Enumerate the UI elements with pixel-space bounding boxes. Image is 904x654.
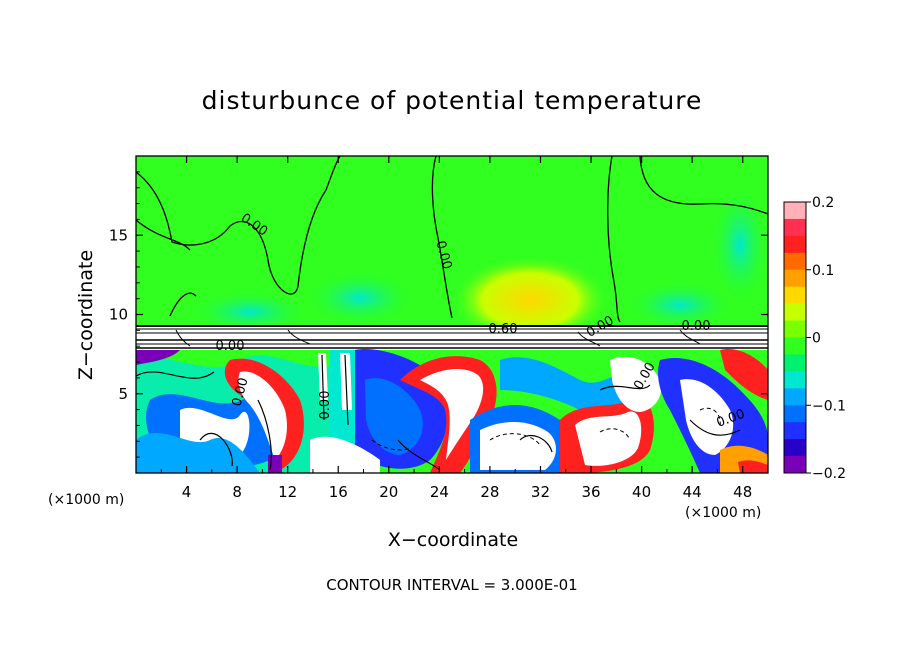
cool-anomaly xyxy=(710,185,768,305)
x-tick-label: 28 xyxy=(480,483,499,501)
x-tick-label: 4 xyxy=(182,483,192,501)
contour-label: 0.00 xyxy=(318,391,333,420)
colorbar-swatch xyxy=(784,252,806,271)
x-tick-label: 24 xyxy=(430,483,449,501)
x-axis-label: X−coordinate xyxy=(388,529,518,551)
colorbar-tick-label: 0.1 xyxy=(812,263,834,279)
colorbar-swatch xyxy=(784,337,806,355)
contour-label: 0.00 xyxy=(682,319,711,334)
colorbar-swatch xyxy=(784,320,806,338)
colorbar-swatch xyxy=(784,439,806,457)
x-tick-label: 40 xyxy=(632,483,651,501)
y-unit-label: (×1000 m) xyxy=(48,492,124,508)
colorbar-swatch xyxy=(784,371,806,389)
y-tick-label: 15 xyxy=(109,226,128,244)
colorbar-tick-label: −0.2 xyxy=(812,466,846,482)
contour-label: 0.60 xyxy=(489,322,518,337)
colorbar-swatch xyxy=(784,422,806,440)
colorbar: 0.2 0.1 0 −0.1 −0.2 xyxy=(783,195,846,482)
x-tick-label: 44 xyxy=(683,483,702,501)
cool-anomaly xyxy=(625,281,735,329)
page-title: disturbunce of potential temperature xyxy=(201,86,703,115)
x-tick-label: 16 xyxy=(329,483,348,501)
y-tick-label: 5 xyxy=(118,385,128,403)
colorbar-swatch xyxy=(784,388,806,406)
contour-interval-note: CONTOUR INTERVAL = 3.000E-01 xyxy=(326,576,578,594)
lower-contours xyxy=(136,354,741,471)
y-tick-label: 10 xyxy=(109,306,128,324)
colorbar-swatch xyxy=(784,235,806,254)
x-tick-label: 32 xyxy=(531,483,550,501)
field xyxy=(136,156,768,473)
cool-anomaly xyxy=(305,270,415,326)
y-axis-label: Z−coordinate xyxy=(75,250,97,380)
colorbar-swatch xyxy=(784,456,806,474)
band-lines xyxy=(136,325,768,349)
x-tick-label: 8 xyxy=(232,483,242,501)
y-axis: 5 10 15 xyxy=(109,171,768,458)
colorbar-tick-label: 0.2 xyxy=(812,195,834,211)
x-unit-label: (×1000 m) xyxy=(685,505,761,521)
colorbar-swatch xyxy=(784,202,806,220)
colorbar-swatch xyxy=(784,286,806,305)
warm-anomaly xyxy=(450,255,610,345)
negative-contours xyxy=(371,407,721,451)
colorbar-swatch xyxy=(784,218,806,237)
contour-label: 0.00 xyxy=(432,239,454,271)
x-tick-label: 36 xyxy=(581,483,600,501)
colorbar-tick-label: 0 xyxy=(812,331,821,347)
colorbar-tick-label: −0.1 xyxy=(812,398,846,414)
colorbar-swatch xyxy=(784,354,806,372)
inversion-band xyxy=(136,326,768,346)
colorbar-swatch xyxy=(784,405,806,423)
contour-label: 0.00 xyxy=(230,376,252,408)
upper-contours xyxy=(136,156,768,323)
contour-label: 0.00 xyxy=(216,339,245,354)
x-axis: 4 8 12 16 20 24 28 32 36 40 44 48 xyxy=(160,156,752,501)
x-tick-label: 48 xyxy=(733,483,752,501)
lower-layer xyxy=(136,349,768,473)
x-tick-label: 12 xyxy=(278,483,297,501)
colorbar-swatch xyxy=(784,269,806,288)
colorbar-swatch xyxy=(784,303,806,322)
x-tick-label: 20 xyxy=(379,483,398,501)
cool-anomaly xyxy=(190,290,310,334)
